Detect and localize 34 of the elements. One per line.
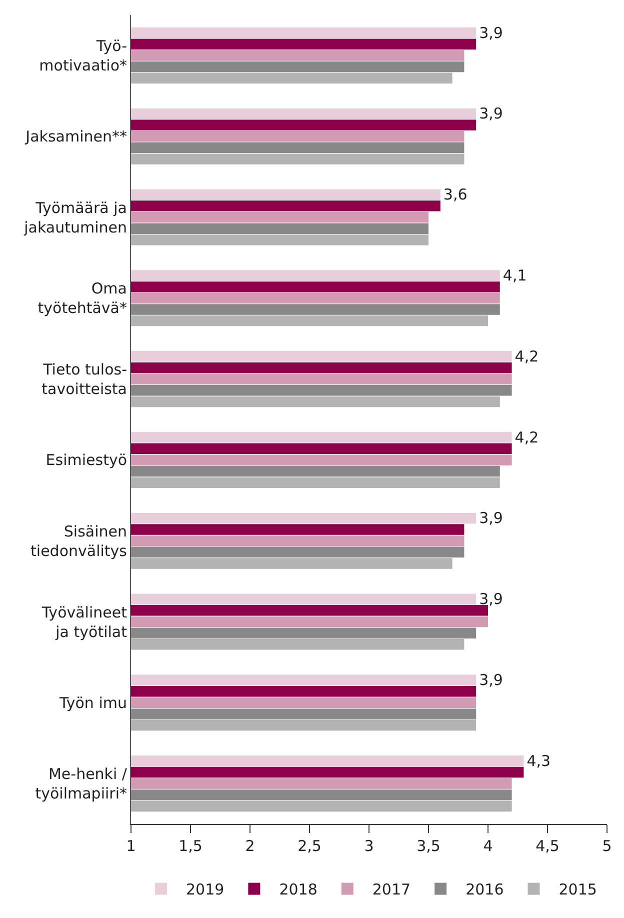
x-tick-label: 3,5: [416, 837, 440, 855]
x-tick-label: 4,5: [536, 837, 560, 855]
y-tick-label: Sisäinen tiedonvälitys: [30, 522, 128, 560]
legend-label: 2019: [186, 880, 224, 899]
data-label: 3,6: [443, 186, 468, 204]
x-tick-label: 1,5: [178, 837, 202, 855]
y-tick-label: Työmäärä ja jakautuminen: [23, 198, 127, 236]
data-label: 4,2: [514, 428, 539, 446]
y-tick-label: Työ- motivaatio*: [39, 36, 128, 74]
x-tick-label: 4: [483, 837, 493, 855]
legend-label: 2018: [279, 880, 318, 899]
data-label: 3,9: [479, 104, 503, 123]
y-tick-label: Työvälineet ja työtilat: [40, 603, 128, 641]
legend-label: 2015: [558, 880, 597, 899]
data-label: 4,1: [502, 266, 527, 284]
y-tick-label: Esimiestyö: [46, 451, 127, 470]
x-tick-label: 2,5: [298, 837, 322, 855]
data-label: 4,2: [514, 347, 539, 366]
legend-label: 2016: [466, 880, 504, 899]
y-tick-label: Tieto tulos- tavoitteista: [42, 360, 127, 398]
data-label: 3,9: [479, 590, 503, 608]
y-tick-label: Me-henki / työilmapiiri*: [35, 765, 128, 803]
x-tick-label: 1: [126, 837, 136, 855]
legend-label: 2017: [372, 880, 411, 899]
x-tick-label: 5: [602, 837, 612, 855]
y-tick-label: Jaksaminen**: [24, 128, 128, 146]
y-tick-label: Oma työtehtävä*: [38, 280, 128, 318]
data-label: 3,9: [479, 509, 503, 528]
x-tick-label: 3: [364, 837, 374, 855]
y-tick-label: Työn imu: [58, 694, 127, 712]
data-label: 3,9: [479, 24, 503, 42]
data-label: 3,9: [479, 671, 503, 689]
x-tick-label: 2: [245, 837, 255, 855]
data-label: 4,3: [526, 752, 551, 770]
